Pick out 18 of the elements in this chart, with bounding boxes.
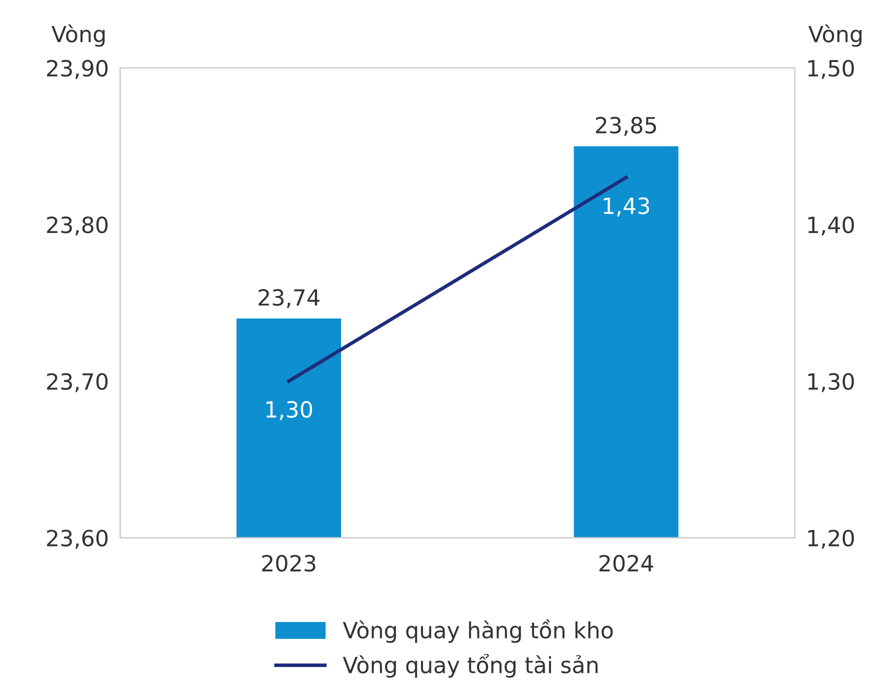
y-tick-label: 23,70 [47,373,108,392]
y2-tick-label: 1,20 [808,530,854,549]
data-label: 23,74 [258,289,320,308]
y2-tick-label: 1,50 [808,60,854,79]
data-label: 1,43 [604,197,650,216]
data-label: 23,85 [596,116,656,136]
y2-axis-title: Vòng [808,24,862,47]
y-axis-title: Vòng [52,24,105,47]
x-tick-label: 2023 [262,554,316,572]
y2-tick-label: 1,40 [808,216,854,236]
x-tick-label: 2024 [599,554,654,572]
y2-tick-label: 1,30 [808,373,854,392]
legend-label: Vòng quay tổng tài sản [342,654,598,678]
y-tick-label: 23,80 [47,216,108,236]
data-label: 1,30 [266,400,312,420]
y-tick-label: 23,90 [47,60,108,79]
legend-label: Vòng quay hàng tồn kho [342,619,613,643]
y-tick-label: 23,60 [47,530,108,549]
